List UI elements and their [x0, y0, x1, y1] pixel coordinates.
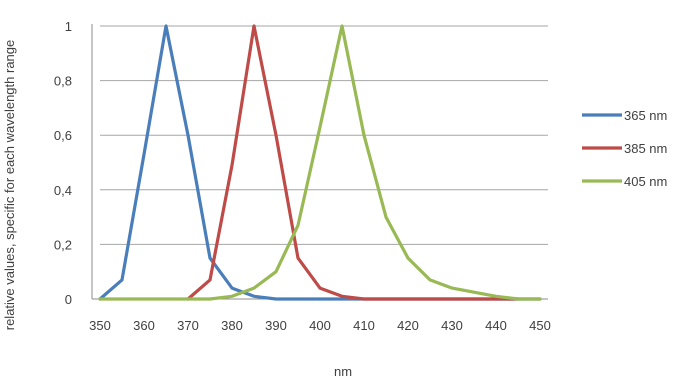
x-tick-label: 430	[441, 318, 463, 333]
y-tick-label: 0	[65, 292, 72, 307]
y-tick-label: 1	[65, 19, 72, 34]
legend: 365 nm 385 nm 405 nm	[582, 108, 667, 189]
x-tick-label: 370	[177, 318, 199, 333]
y-tick-label: 0,4	[54, 183, 72, 198]
x-tick-label: 410	[353, 318, 375, 333]
x-tick-label: 360	[133, 318, 155, 333]
legend-label: 365 nm	[624, 108, 667, 123]
axes: 0 0,2 0,4 0,6 0,8 1 350 360 370 380 390 400 410 420 43…	[54, 19, 551, 333]
gridlines	[100, 25, 548, 245]
legend-label: 385 nm	[624, 141, 667, 156]
series-line-365-nm	[98, 24, 542, 301]
x-tick-label: 420	[397, 318, 419, 333]
x-tick-label: 350	[89, 318, 111, 333]
series-line-405-nm	[98, 24, 542, 301]
x-tick-label: 450	[529, 318, 551, 333]
y-tick-label: 0,6	[54, 128, 72, 143]
x-axis-title: nm	[334, 364, 352, 379]
x-tick-label: 440	[485, 318, 507, 333]
y-tick-label: 0,2	[54, 237, 72, 252]
y-tick-label: 0,8	[54, 74, 72, 89]
legend-label: 405 nm	[624, 174, 667, 189]
y-axis-title: relative values, specific for each wavel…	[2, 40, 17, 331]
series-line-385-nm	[186, 24, 520, 301]
series-lines	[98, 24, 542, 301]
x-tick-label: 390	[265, 318, 287, 333]
x-tick-label: 380	[221, 318, 243, 333]
x-tick-label: 400	[309, 318, 331, 333]
